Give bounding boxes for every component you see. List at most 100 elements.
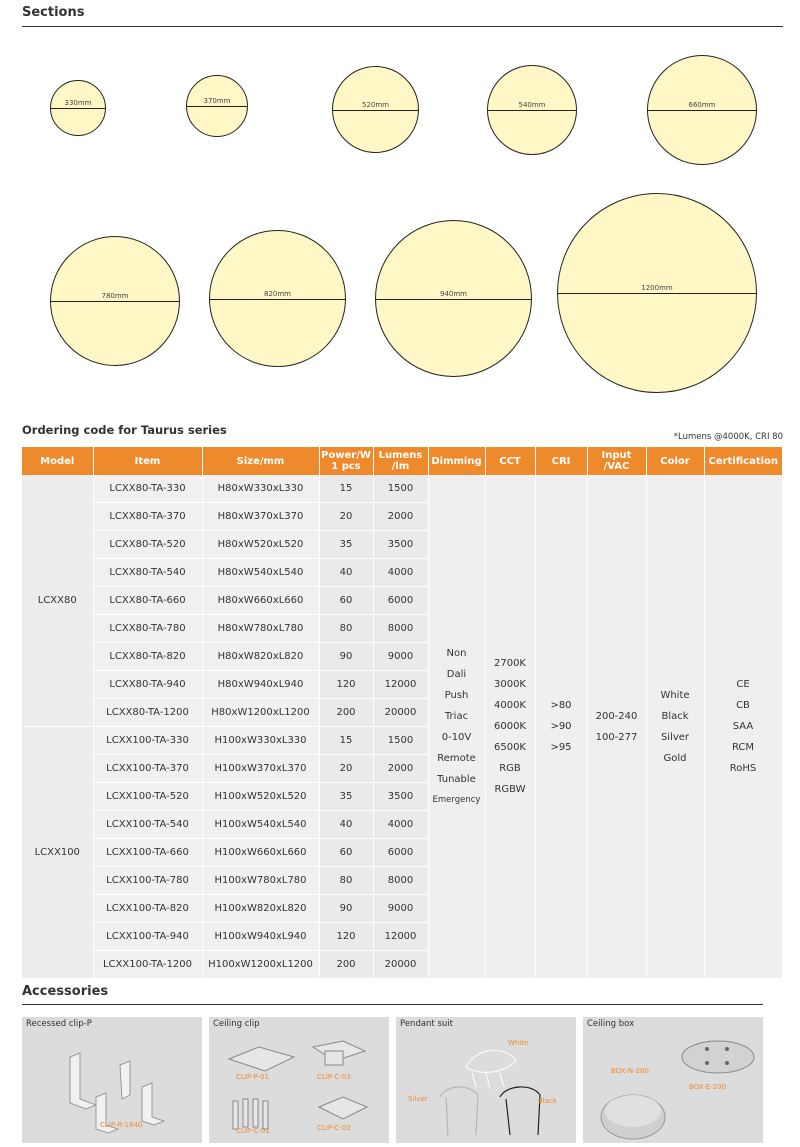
pendant-suit-image [439,1049,541,1138]
power-cell: 40 [319,810,374,839]
section-circle-520: 520mm [332,66,419,153]
circle-label: 940mm [440,289,467,298]
size-cell: H100xW660xL660 [202,838,320,867]
power-cell: 80 [319,866,374,895]
lumens-cell: 12000 [373,670,429,699]
lumens-cell: 8000 [373,866,429,895]
cri-options: >80 >90 >95 [535,475,588,979]
header-certification: Certification [704,447,782,475]
header-color: Color [646,447,705,475]
power-cell: 60 [319,586,374,615]
circle-label: 370mm [203,97,231,105]
header-cri: CRI [535,447,588,475]
accessory-title: Recessed clip-P [26,1019,92,1029]
lumens-cell: 2000 [373,502,429,531]
accessory-tag: Black [538,1097,557,1105]
accessory-title: Ceiling clip [213,1019,260,1029]
recessed-clip-image [69,1052,166,1134]
color-options: White Black Silver Gold [646,475,705,979]
power-cell: 40 [319,558,374,587]
ceiling-clip-image [227,1040,369,1130]
size-cell: H80xW940xL940 [202,670,320,699]
power-cell: 200 [319,950,374,979]
dimming-option: Non [446,647,467,659]
dimming-option: Triac [444,710,469,722]
lumens-cell: 12000 [373,922,429,951]
sections-divider [22,26,783,27]
section-circle-540: 540mm [487,65,577,155]
power-cell: 200 [319,698,374,727]
table-row: LCXX80-TA-370 H80xW370xL370 20 2000 [22,502,782,531]
dimming-options: Non Dali Push Triac 0-10V Remote Tunable Emerge… [428,475,486,979]
item-cell: LCXX100-TA-780 [93,866,203,895]
accessory-ceiling-box: Ceiling box BOX-N-280 BOX-E-200 [583,1017,763,1143]
size-cell: H80xW1200xL1200 [202,698,320,727]
size-cell: H100xW1200xL1200 [202,950,320,979]
header-dimming: Dimming [428,447,486,475]
item-cell: LCXX80-TA-330 [93,475,203,503]
lumens-cell: 3500 [373,782,429,811]
size-cell: H100xW330xL330 [202,726,320,755]
item-cell: LCXX100-TA-1200 [93,950,203,979]
size-cell: H80xW660xL660 [202,586,320,615]
item-cell: LCXX100-TA-370 [93,754,203,783]
circle-label: 660mm [688,101,716,109]
model-cell: LCXX100 [22,726,94,979]
cri-option: >95 [550,742,572,753]
certification-option: SAA [732,721,754,732]
accessories-title: Accessories [22,984,109,999]
dimming-option: Tunable [437,773,476,785]
table-row: LCXX100-TA-660 H100xW660xL660 60 6000 [22,838,782,867]
cct-option: 6500K [493,742,526,753]
power-cell: 20 [319,754,374,783]
ordering-table: Model Item Size/mm Power/W 1 pcs Lumens … [22,447,783,979]
accessory-tag: BOX-E-200 [689,1083,727,1091]
lumens-cell: 6000 [373,586,429,615]
color-option: Silver [660,731,690,743]
certification-options: CE CB SAA RCM RoHS [704,475,783,979]
table-row: LCXX80-TA-780 H80xW780xL780 80 8000 [22,614,782,643]
table-row: LCXX80-TA-820 H80xW820xL820 90 9000 [22,642,782,671]
table-row: LCXX100-TA-780 H100xW780xL780 80 8000 [22,866,782,895]
dimming-option: Push [444,689,469,701]
power-cell: 90 [319,642,374,671]
header-size: Size/mm [202,447,320,475]
table-header-row: Model Item Size/mm Power/W 1 pcs Lumens … [22,447,782,475]
power-cell: 120 [319,670,374,699]
color-option: Black [661,710,689,722]
dimming-option: 0-10V [441,731,472,743]
lumens-cell: 6000 [373,838,429,867]
table-row: LCXX80-TA-660 H80xW660xL660 60 6000 [22,586,782,615]
section-circle-780: 780mm [50,236,180,366]
section-circle-1200: 1200mm [557,193,757,393]
table-row: LCXX80 LCXX80-TA-330 H80xW330xL330 15 1500 No… [22,475,783,979]
ordering-title: Ordering code for Taurus series [22,423,227,437]
power-cell: 80 [319,614,374,643]
certification-option: CE [736,679,750,690]
size-cell: H100xW780xL780 [202,866,320,895]
item-cell: LCXX100-TA-820 [93,894,203,923]
cri-option: >90 [550,721,572,732]
table-row: LCXX100-TA-820 H100xW820xL820 90 9000 [22,894,782,923]
input-options: 200-240 100-277 [587,475,647,979]
header-cct: CCT [485,447,536,475]
header-lumens: Lumens /lm [373,447,429,475]
input-option: 100-277 [595,731,638,743]
cct-option: 4000K [493,700,526,711]
header-input: Input /VAC [587,447,647,475]
accessory-tag: White [508,1039,529,1047]
cct-option: RGBW [494,784,526,795]
cct-option: 2700K [493,658,526,669]
item-cell: LCXX100-TA-940 [93,922,203,951]
circle-label: 780mm [101,292,129,300]
item-cell: LCXX80-TA-660 [93,586,203,615]
item-cell: LCXX100-TA-330 [93,726,203,755]
table-row: LCXX100-TA-940 H100xW940xL940 120 12000 [22,922,782,951]
table-row: LCXX100-TA-520 H100xW520xL520 35 3500 [22,782,782,811]
item-cell: LCXX80-TA-820 [93,642,203,671]
lumens-cell: 8000 [373,614,429,643]
lumens-cell: 1500 [373,726,429,755]
color-option: Gold [663,752,687,764]
header-power: Power/W 1 pcs [319,447,374,475]
table-row: LCXX100 LCXX100-TA-330 H100xW330xL330 15 150… [22,726,782,979]
